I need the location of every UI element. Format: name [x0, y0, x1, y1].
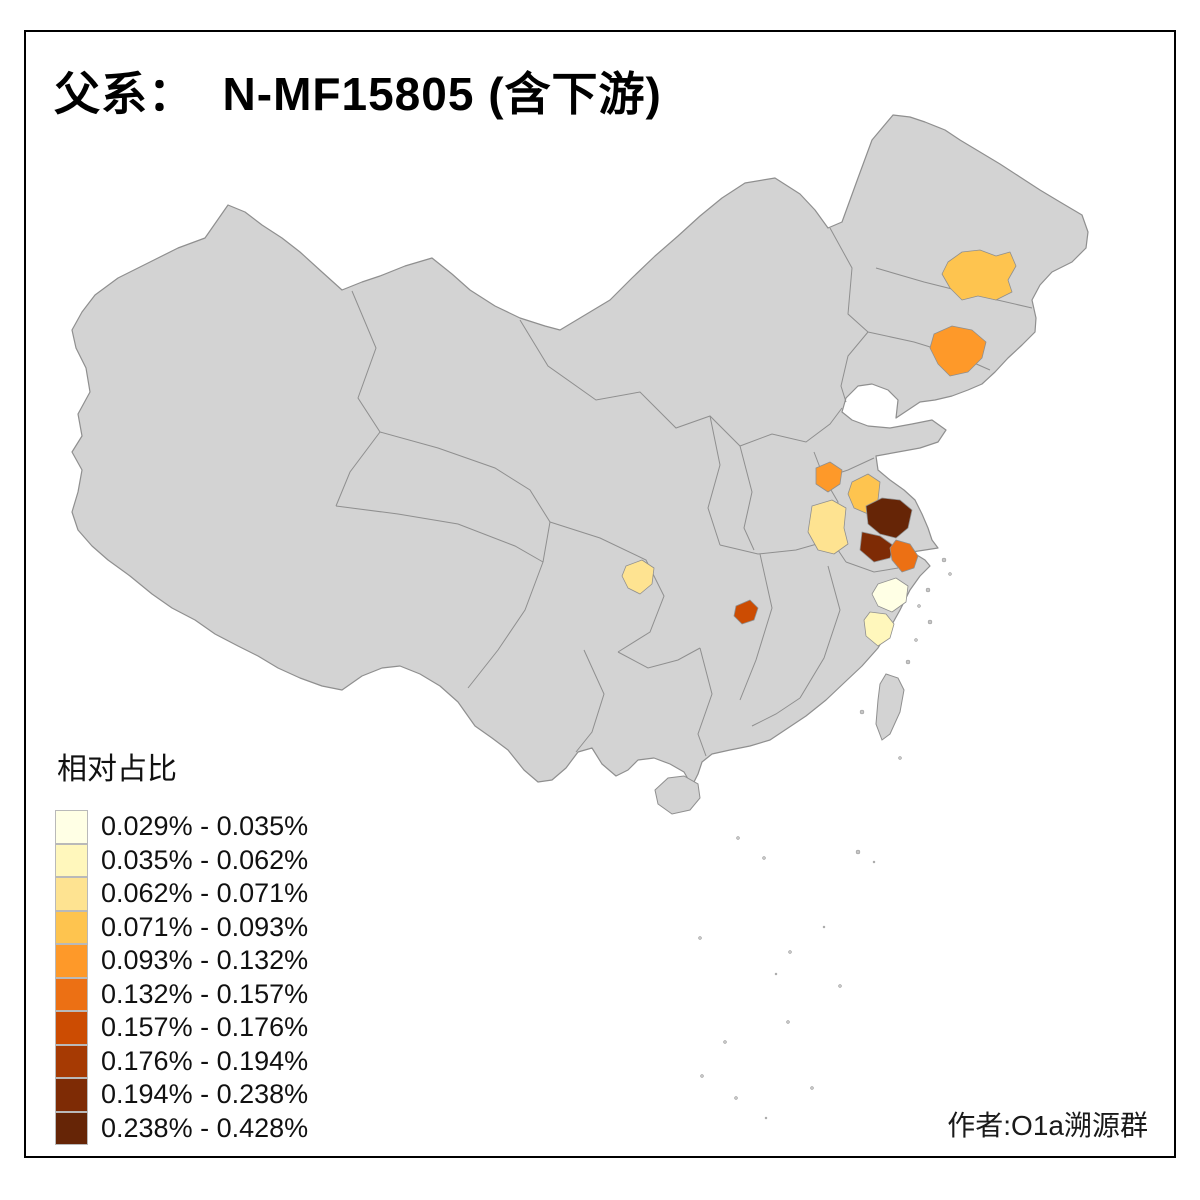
region-northeast-liaoning-patch — [929, 325, 987, 377]
island-speck — [948, 572, 952, 576]
legend-label: 0.176% - 0.194% — [101, 1045, 309, 1076]
island-speck — [898, 756, 902, 760]
region-hunan-patch — [733, 599, 759, 625]
legend-swatch — [55, 1078, 88, 1112]
legend-swatch — [55, 1111, 88, 1145]
province-border-line — [845, 561, 899, 573]
island-speck — [838, 984, 842, 988]
province-border-line — [379, 431, 551, 563]
province-border-line — [467, 561, 544, 689]
attribution-text: 作者:O1a溯源群 — [947, 1110, 1148, 1141]
island-speck — [774, 972, 778, 976]
small-islands — [698, 557, 952, 1120]
region-zhejiang-cream-patch — [871, 577, 909, 613]
island-speck — [788, 950, 792, 954]
legend-item: 0.029% - 0.035% — [55, 810, 308, 844]
island-speck — [734, 1096, 738, 1100]
island-speck — [698, 936, 702, 940]
island-speck — [762, 856, 766, 860]
region-northeast-heilongjiang-patch — [941, 249, 1017, 301]
legend-item: 0.238% - 0.428% — [55, 1111, 309, 1145]
legend-label: 0.132% - 0.157% — [101, 978, 309, 1009]
island-speck — [723, 1040, 727, 1044]
legend-label: 0.062% - 0.071% — [101, 878, 309, 909]
region-jiangsu-dark-patch — [865, 497, 913, 539]
legend-label: 0.071% - 0.093% — [101, 911, 309, 942]
islands-group — [654, 557, 952, 1120]
legend: 相对占比 0.029% - 0.035% 0.035% - 0.062% 0.0… — [55, 744, 308, 1145]
region-zhejiang-lightyellow-patch — [863, 611, 895, 647]
legend-swatch — [55, 1011, 88, 1045]
province-border-line — [697, 647, 713, 757]
province-border-line — [549, 521, 665, 653]
legend-swatch — [55, 944, 88, 978]
region-anhui-north-patch — [815, 461, 843, 493]
legend-swatch — [55, 843, 88, 877]
taiwan-island — [875, 673, 905, 741]
legend-item: 0.093% - 0.132% — [55, 944, 308, 978]
legend-label: 0.093% - 0.132% — [101, 945, 309, 976]
region-shanghai-orange-patch — [889, 539, 919, 573]
island-speck — [700, 1074, 704, 1078]
hainan-island — [654, 775, 701, 815]
legend-swatch — [55, 910, 88, 944]
province-border-line — [335, 505, 544, 563]
island-speck — [859, 709, 865, 715]
province-border-line — [739, 445, 755, 551]
province-border-line — [719, 541, 825, 555]
legend-label: 0.238% - 0.428% — [101, 1112, 309, 1143]
legend-item: 0.194% - 0.238% — [55, 1078, 308, 1112]
legend-item: 0.132% - 0.157% — [55, 977, 309, 1011]
province-border-line — [707, 415, 721, 546]
legend-swatch — [55, 810, 88, 844]
province-border-line — [829, 227, 869, 333]
island-speck — [941, 557, 947, 563]
island-speck — [905, 659, 911, 665]
legend-swatch — [55, 1044, 88, 1078]
province-border-line — [617, 647, 701, 669]
island-speck — [822, 925, 826, 929]
china-mainland-shape — [71, 114, 1089, 787]
legend-label: 0.029% - 0.035% — [101, 811, 309, 842]
legend-swatch — [55, 977, 88, 1011]
legend-label: 0.157% - 0.176% — [101, 1012, 309, 1043]
region-anhui-south-patch — [807, 499, 849, 555]
province-border-line — [751, 697, 801, 727]
island-speck — [927, 619, 933, 625]
legend-item: 0.157% - 0.176% — [55, 1011, 308, 1045]
island-speck — [855, 849, 861, 855]
province-border-line — [335, 290, 381, 507]
island-speck — [872, 860, 876, 864]
legend-label: 0.194% - 0.238% — [101, 1079, 309, 1110]
province-border-line — [739, 553, 773, 701]
island-speck — [917, 604, 921, 608]
legend-item: 0.176% - 0.194% — [55, 1044, 309, 1078]
legend-label: 0.035% - 0.062% — [101, 844, 309, 875]
legend-item: 0.071% - 0.093% — [55, 910, 309, 944]
province-border-line — [799, 565, 841, 699]
region-chongqing-patch — [621, 559, 655, 595]
legend-item: 0.062% - 0.071% — [55, 877, 308, 911]
island-speck — [925, 587, 931, 593]
island-speck — [810, 1086, 814, 1090]
island-speck — [764, 1116, 768, 1120]
island-speck — [914, 638, 918, 642]
island-speck — [736, 836, 740, 840]
province-border-line — [840, 331, 869, 403]
legend-item: 0.035% - 0.062% — [55, 843, 309, 877]
legend-title: 相对占比 — [57, 753, 177, 786]
mainland-group — [71, 114, 1089, 787]
region-jiangsu-brown-patch — [859, 531, 895, 563]
legend-swatch — [55, 877, 88, 911]
colored-regions — [621, 249, 1017, 647]
province-border-line — [575, 649, 605, 753]
page-title: 父系： N-MF15805 (含下游) — [54, 68, 662, 120]
island-speck — [786, 1020, 790, 1024]
